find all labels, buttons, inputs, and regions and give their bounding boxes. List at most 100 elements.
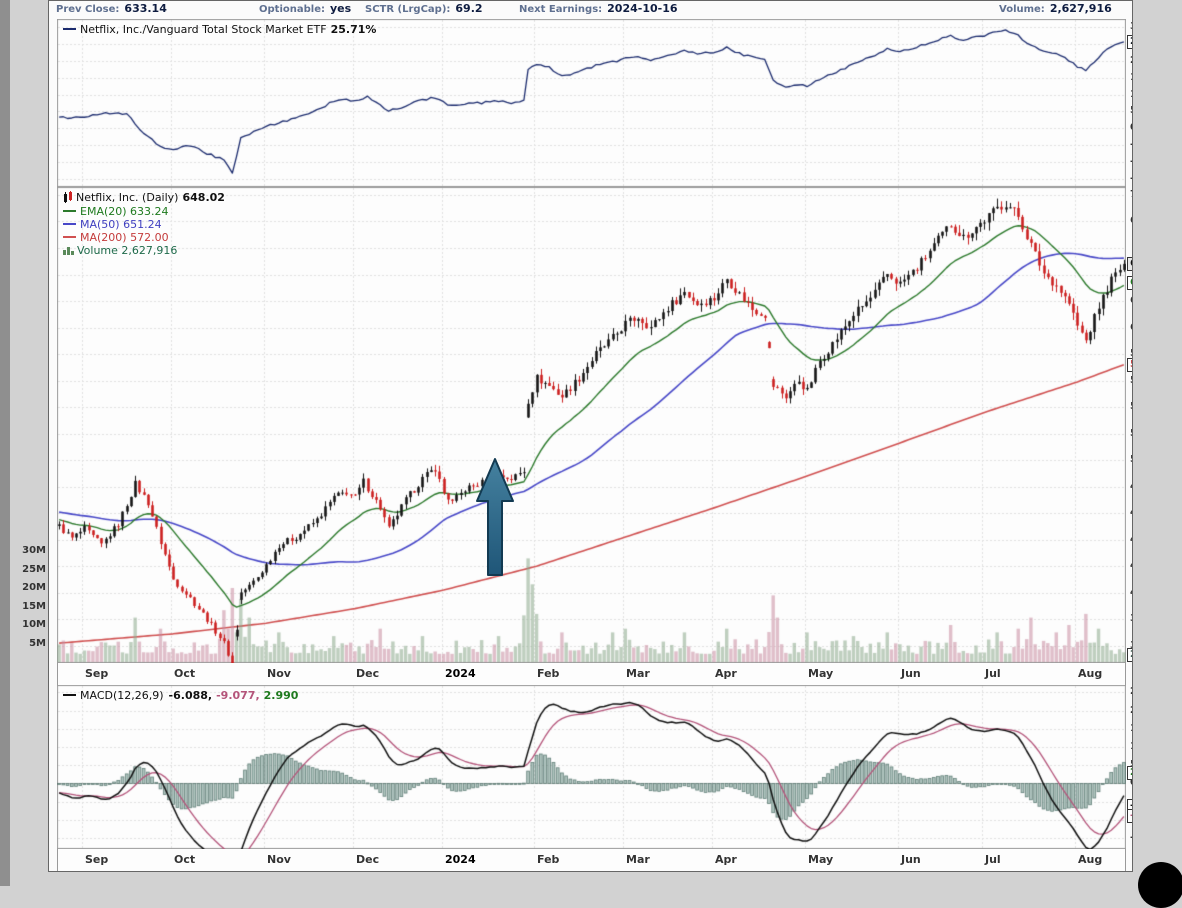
header-value: 633.14 [124, 2, 167, 15]
month-label: Nov [267, 853, 291, 866]
ema20-line-swatch-icon [63, 210, 76, 212]
y-axis-tick: 5% [1130, 105, 1132, 116]
volume-legend: Volume 2,627,916 [63, 244, 177, 257]
y-axis-tick: 380 [1130, 613, 1132, 624]
y-axis-tick: 5 [1130, 759, 1132, 770]
y-axis-tick: -10% [1130, 156, 1132, 167]
header-prev-close: Prev Close: 633.14 [56, 1, 167, 16]
macd-legend-name: MACD(12,26,9) [80, 689, 164, 702]
y-axis-tick: 10 [1130, 741, 1132, 752]
axis-value-box: 648.02 [1127, 257, 1132, 271]
header-next-earnings: Next Earnings: 2024-10-16 [519, 1, 678, 16]
header-value: 2024-10-16 [607, 2, 678, 15]
y-axis-tick: 0 [1130, 777, 1132, 788]
y-axis-tick: 0% [1130, 122, 1132, 133]
header-label: Volume: [999, 4, 1045, 15]
y-axis-tick: 480 [1130, 481, 1132, 492]
month-label: Mar [626, 667, 650, 680]
ratio-legend-name: Netflix, Inc./Vanguard Total Stock Marke… [80, 23, 327, 36]
month-label: Apr [715, 667, 737, 680]
price-title-legend: Netflix, Inc. (Daily) 648.02 [63, 191, 225, 204]
axis-value-box: 2627916 [1127, 648, 1132, 662]
price-last-value: 648.02 [182, 191, 225, 204]
axis-value-box: 633.24 [1127, 276, 1132, 290]
annotation-arrow-up [476, 458, 514, 576]
header-value: 69.2 [455, 2, 483, 15]
y-axis-tick: 540 [1130, 401, 1132, 412]
candlestick-icon [64, 191, 72, 203]
y-axis-tick: -5% [1130, 139, 1132, 150]
y-axis-tick: 520 [1130, 428, 1132, 439]
y-axis-tick: 420 [1130, 560, 1132, 571]
month-label: Nov [267, 667, 291, 680]
month-label: Apr [715, 853, 737, 866]
volume-axis-label: 10M [22, 619, 46, 630]
y-axis-tick: 700 [1130, 189, 1132, 200]
month-label: Mar [626, 853, 650, 866]
ma50-legend: MA(50) 651.24 [63, 218, 162, 231]
ema20-legend: EMA(20) 633.24 [63, 205, 169, 218]
y-axis-tick: 25 [1130, 686, 1132, 697]
axis-value-box: -9.077 [1127, 809, 1132, 823]
month-label: Feb [537, 853, 560, 866]
month-label: Aug [1078, 853, 1103, 866]
month-label: Jun [901, 853, 921, 866]
y-axis-tick: -15 [1130, 832, 1132, 843]
ratio-chart-canvas [57, 19, 1126, 187]
ratio-legend-value: 25.71% [330, 23, 377, 36]
month-label: Oct [174, 853, 196, 866]
month-label: May [808, 853, 834, 866]
volume-axis-label: 25M [22, 564, 46, 575]
header-value: 2,627,916 [1049, 2, 1112, 15]
y-axis-tick: 560 [1130, 375, 1132, 386]
month-label: Dec [356, 667, 380, 680]
header-volume: Volume: 2,627,916 [999, 1, 1112, 16]
ratio-legend: Netflix, Inc./Vanguard Total Stock Marke… [63, 23, 376, 36]
month-label: Dec [356, 853, 380, 866]
ratio-panel [57, 19, 1126, 187]
month-label: Aug [1078, 667, 1103, 680]
y-axis-tick: 20% [1130, 55, 1132, 66]
macd-signal-value: -9.077, [216, 689, 260, 702]
macd-legend: MACD(12,26,9) -6.088, -9.077, 2.990 [63, 689, 298, 702]
price-chart-canvas [57, 187, 1126, 663]
header-label: Prev Close: [56, 4, 120, 15]
y-axis-tick: 400 [1130, 587, 1132, 598]
header-label: Next Earnings: [519, 4, 603, 15]
header-optionable: Optionable: yes [259, 1, 351, 16]
month-label: Jul [985, 667, 1001, 680]
ma50-line-swatch-icon [63, 223, 76, 225]
header-label: Optionable: [259, 4, 325, 15]
window-left-strip [0, 0, 10, 886]
y-axis-tick: 10% [1130, 89, 1132, 100]
price-title: Netflix, Inc. (Daily) [76, 191, 179, 204]
axis-value-box: 572.00 [1127, 358, 1132, 372]
month-label: 2024 [445, 853, 476, 866]
chart-header: Prev Close: 633.14 Optionable: yes SCTR (L… [49, 1, 1132, 17]
header-sctr: SCTR (LrgCap): 69.2 [365, 1, 483, 16]
axis-value-box: 25.71% [1127, 35, 1132, 49]
month-label: Jun [901, 667, 921, 680]
ma200-line-swatch-icon [63, 236, 76, 238]
y-axis-tick: 15 [1130, 723, 1132, 734]
month-axis-band-main [57, 663, 1126, 685]
y-axis-tick: 620 [1130, 295, 1132, 306]
y-axis-tick: 680 [1130, 215, 1132, 226]
macd-line-swatch-icon [63, 694, 76, 696]
y-axis-tick: 460 [1130, 507, 1132, 518]
y-axis-tick: 600 [1130, 322, 1132, 333]
month-label: Oct [174, 667, 196, 680]
macd-line-value: -6.088, [168, 689, 213, 702]
y-axis-tick: 20 [1130, 705, 1132, 716]
volume-bars-icon [63, 247, 74, 255]
y-axis-tick: 580 [1130, 348, 1132, 359]
month-label: Sep [85, 667, 109, 680]
ema20-label: EMA(20) 633.24 [80, 205, 169, 218]
volume-axis-label: 20M [22, 582, 46, 593]
month-axis-band-macd [57, 849, 1126, 871]
corner-artifact [1138, 862, 1182, 908]
ratio-line-swatch-icon [63, 28, 76, 30]
y-axis-tick: 440 [1130, 534, 1132, 545]
y-axis-tick: 500 [1130, 454, 1132, 465]
